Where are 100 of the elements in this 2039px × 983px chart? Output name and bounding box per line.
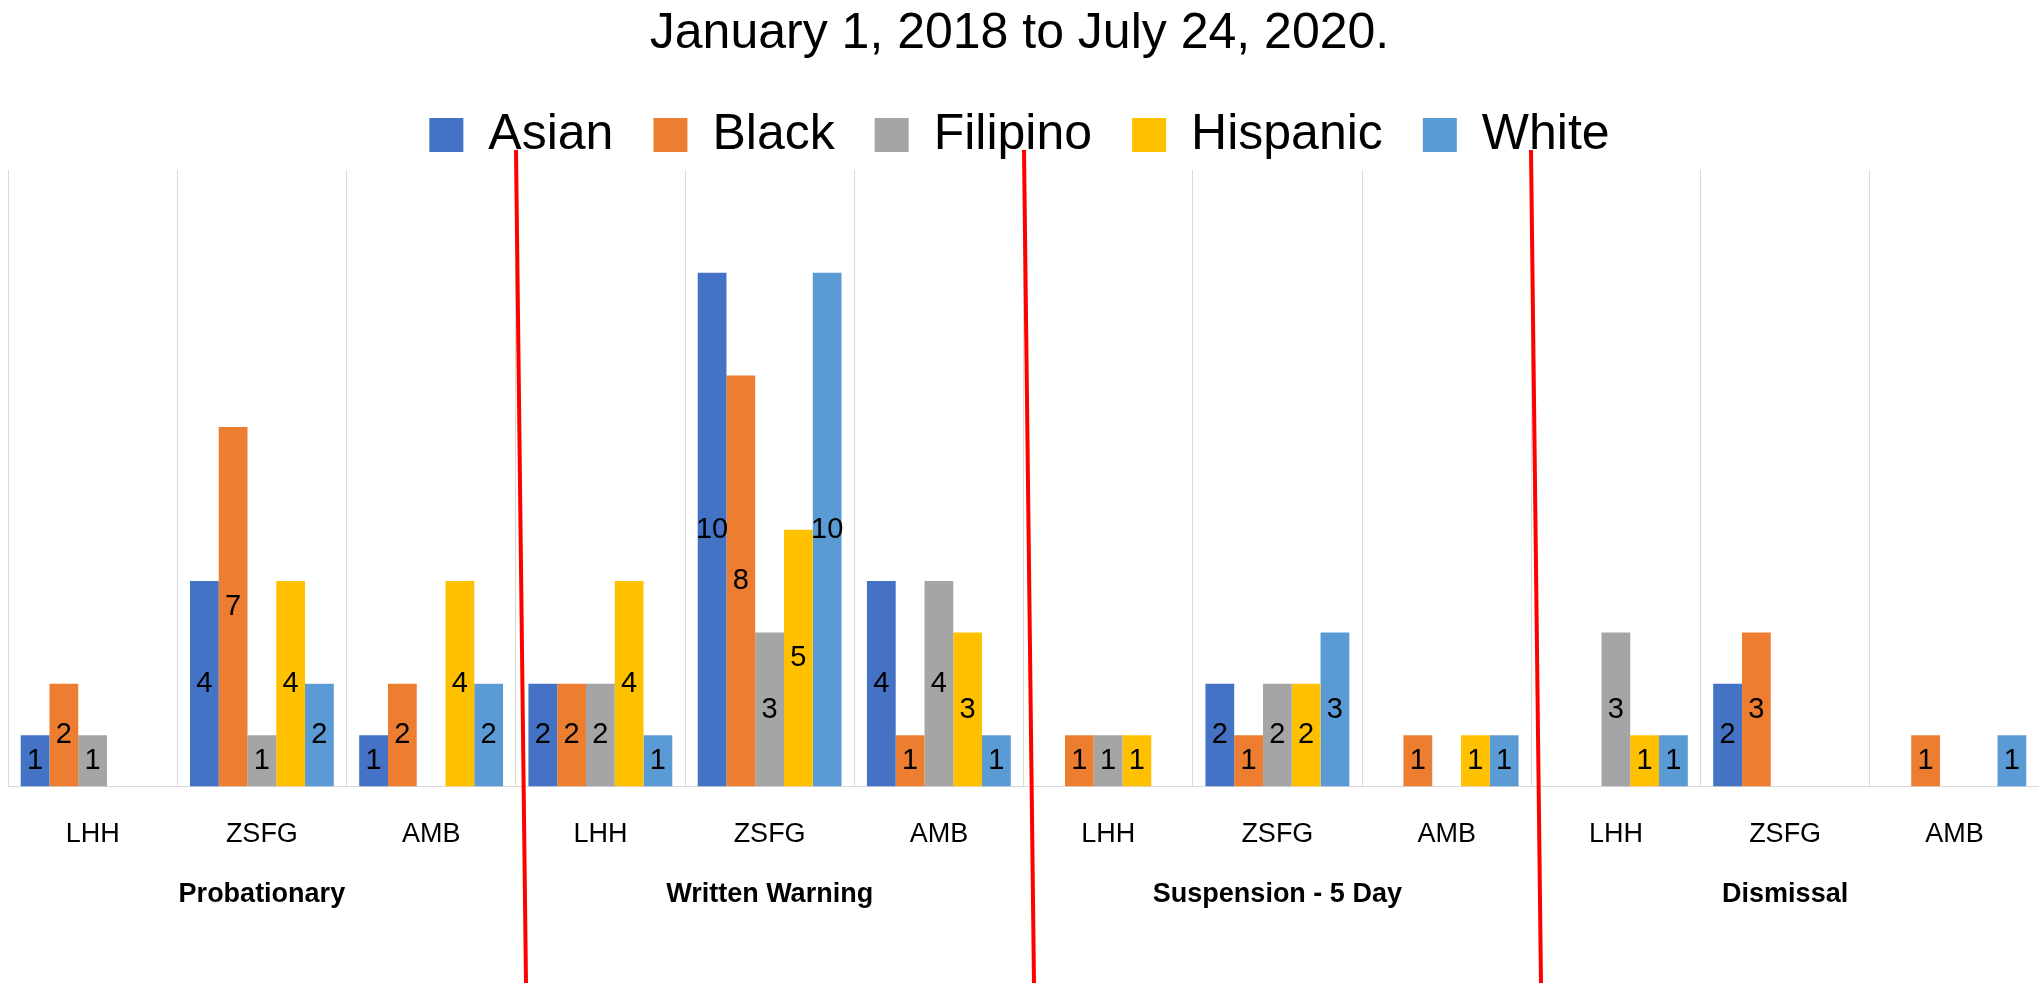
bar [387,683,417,787]
bar [953,632,983,787]
bar [1489,735,1519,787]
data-label: 1 [1071,742,1088,775]
bar [812,272,842,787]
bar [474,683,504,787]
bar [1320,632,1350,787]
data-label: 2 [55,717,72,750]
bar [218,426,248,787]
data-label: 1 [1409,742,1426,775]
data-label: 4 [196,665,213,698]
bar [1630,735,1660,787]
bar [78,735,108,787]
data-label: 1 [1917,742,1934,775]
data-label: 2 [480,717,497,750]
bar [726,375,756,787]
data-label: 1 [988,742,1005,775]
bar [445,581,475,787]
bar [982,735,1011,787]
x-tick-label: LHH [65,818,120,849]
bar [1911,735,1940,787]
data-label: 1 [2003,742,2020,775]
bar [924,581,954,787]
bar [1262,683,1292,787]
data-label: 2 [1211,717,1228,750]
data-label: 4 [621,665,638,698]
bar [866,581,896,787]
data-label: 1 [649,742,666,775]
data-label: 4 [873,665,890,698]
bar [1461,735,1490,787]
text: Written Warning [666,878,874,909]
data-label: 2 [311,717,328,750]
bar [1601,632,1631,787]
legend-label: Hispanic [1191,103,1383,160]
data-label: 2 [592,717,609,750]
data-label: 1 [253,742,270,775]
x-tick-label: ZSFG [1241,818,1314,849]
data-label: 10 [695,511,729,544]
data-label: 1 [902,742,919,775]
data-label: 1 [27,742,44,775]
data-label: 1 [1467,742,1484,775]
bar [247,735,277,787]
bar [614,581,644,787]
data-label: 3 [959,691,976,724]
bar [276,581,306,787]
data-label: 2 [1719,717,1736,750]
data-label: 1 [1496,742,1513,775]
bar [1713,683,1742,787]
data-label: 1 [1665,742,1682,775]
data-label: 2 [1298,717,1315,750]
data-label: 3 [1607,691,1624,724]
bar [528,683,558,787]
x-tick-label: ZSFG [225,818,298,849]
data-label: 1 [84,742,101,775]
legend-label: Filipino [933,103,1093,160]
data-label: 7 [225,588,242,621]
legend-label: Asian [488,103,614,160]
text: Suspension - 5 Day [1152,878,1402,909]
bar [1659,735,1688,787]
bar [1403,735,1433,787]
data-label: 4 [930,665,947,698]
data-label: 8 [732,563,749,596]
data-label: 1 [1100,742,1117,775]
x-tick-label: AMB [1925,818,1984,849]
data-label: 3 [1326,691,1343,724]
data-label: 2 [1269,717,1286,750]
legend-label: Black [712,103,836,160]
data-label: 1 [1240,742,1257,775]
data-label: 4 [451,665,468,698]
data-label: 3 [1748,691,1765,724]
x-tick-label: LHH [1588,818,1643,849]
bar [1064,735,1094,787]
data-label: 3 [761,691,778,724]
bar [189,581,219,787]
bar [1093,735,1123,787]
data-label: 2 [394,717,411,750]
bar [1234,735,1263,787]
x-tick-label: ZSFG [733,818,806,849]
bar [1291,683,1321,787]
chart-title: January 1, 2018 to July 24, 2020. [649,2,1390,59]
bar [557,683,586,787]
data-label: 2 [563,717,580,750]
legend-label: White [1481,103,1610,160]
bar [305,683,334,787]
data-label: 1 [1128,742,1145,775]
bar [1205,683,1235,787]
data-label: 5 [790,640,807,673]
bar [585,683,615,787]
x-tick-label: AMB [401,818,461,849]
bar [1741,632,1771,787]
x-tick-label: AMB [1417,818,1476,849]
data-label: 2 [534,717,551,750]
bar [784,529,813,787]
text: Probationary [178,878,346,909]
x-tick-label: LHH [573,818,628,849]
x-tick-label: LHH [1081,818,1136,849]
bar [755,632,785,787]
data-label: 4 [282,665,299,698]
bar [359,735,388,787]
bar [49,683,79,787]
